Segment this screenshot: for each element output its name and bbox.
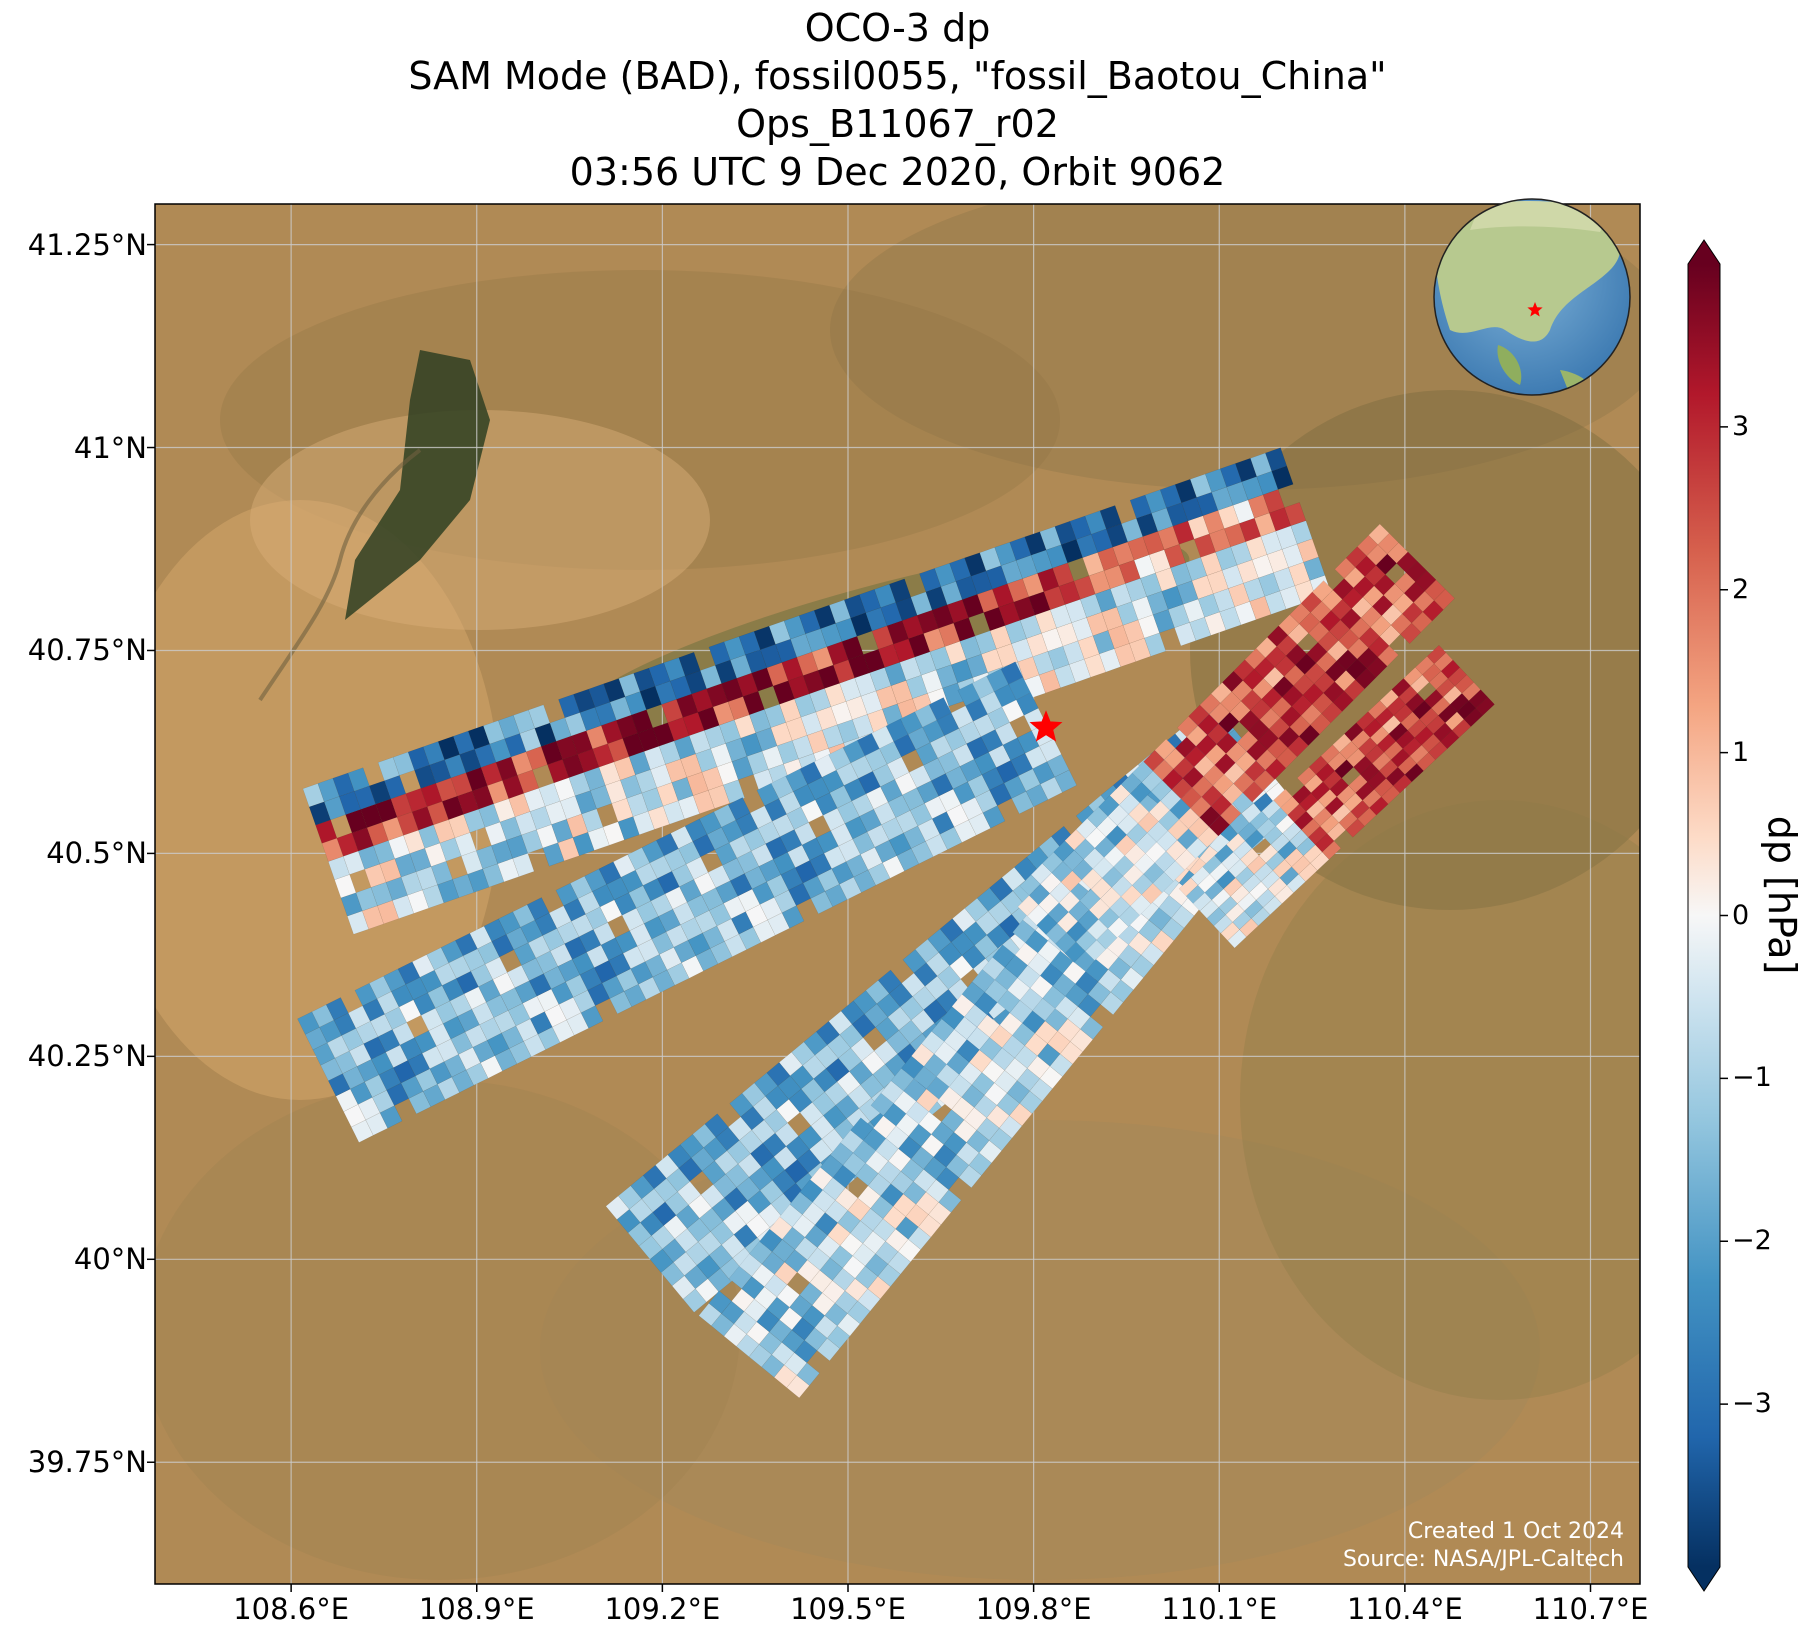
sounding-cell	[528, 704, 551, 729]
sounding-cell	[928, 697, 952, 721]
lon-tick-marks	[290, 1584, 1592, 1592]
sounding-cell	[850, 1117, 874, 1141]
title-line-2: SAM Mode (BAD), fossil0055, "fossil_Baot…	[408, 54, 1387, 98]
lat-label: 41°N	[73, 430, 147, 465]
sounding-swaths	[297, 447, 1495, 1399]
title-line-3: Ops_B11067_r02	[736, 102, 1059, 146]
swath-2	[297, 661, 1077, 1143]
sounding-cell	[1099, 505, 1122, 530]
title-line-4: 03:56 UTC 9 Dec 2020, Orbit 9062	[569, 150, 1226, 194]
sounding-cell	[1312, 580, 1334, 602]
colorbar-tick-label: −1	[1732, 1062, 1772, 1094]
swath-6	[1178, 644, 1495, 949]
colorbar-extend-max	[1688, 240, 1720, 264]
map-frame	[154, 203, 1641, 1585]
colorbar-tick-label: −2	[1732, 1225, 1772, 1257]
sounding-cell	[325, 997, 349, 1021]
lon-label: 110.1°E	[1161, 1592, 1278, 1626]
globe-landmass	[1434, 210, 1621, 342]
target-star-icon	[1029, 710, 1063, 742]
swath-1	[302, 447, 1332, 935]
globe-star-icon	[1527, 302, 1543, 317]
sounding-cell	[708, 1290, 732, 1314]
sounding-cell	[347, 767, 370, 792]
sounding-cell	[992, 944, 1016, 968]
credit-source: Source: NASA/JPL-Caltech	[1342, 1547, 1624, 1572]
sounding-cell	[678, 652, 701, 677]
lon-label: 108.6°E	[233, 1592, 350, 1626]
title-block: OCO-3 dp SAM Mode (BAD), fossil0055, "fo…	[155, 4, 1640, 196]
sounding-cell	[1284, 502, 1307, 527]
credit-created: Created 1 Oct 2024	[1407, 1519, 1624, 1544]
sounding-cell	[1368, 523, 1390, 545]
lon-label: 110.4°E	[1346, 1592, 1463, 1626]
lat-label: 40.5°N	[46, 836, 147, 871]
lat-label: 40.25°N	[27, 1039, 147, 1074]
lat-label: 41.25°N	[27, 227, 147, 262]
lon-label: 109.2°E	[604, 1592, 721, 1626]
lake-area	[345, 350, 490, 620]
lon-label: 110.7°E	[1532, 1592, 1649, 1626]
inset-globe	[1433, 198, 1631, 396]
colorbar-gradient	[1688, 264, 1720, 1567]
colorbar-tick-label: −3	[1732, 1388, 1772, 1420]
lat-tick-marks	[147, 243, 155, 1463]
sounding-cell	[889, 578, 912, 603]
sounding-cell	[1265, 447, 1288, 472]
lon-label: 109.8°E	[975, 1592, 1092, 1626]
colorbar-label: dp [hPa]	[1760, 815, 1804, 975]
sounding-cell	[727, 797, 751, 821]
swath-5	[1017, 523, 1455, 963]
lon-label: 108.9°E	[418, 1592, 535, 1626]
colorbar-extend-min	[1688, 1567, 1720, 1591]
colorbar-tick-label: 1	[1732, 736, 1750, 768]
sounding-cell	[1426, 644, 1447, 664]
lat-label: 40°N	[73, 1242, 147, 1277]
colorbar	[1687, 239, 1728, 1592]
colorbar-tick-label: 3	[1732, 410, 1750, 442]
colorbar-tick-label: 0	[1732, 899, 1750, 931]
lat-label: 39.75°N	[27, 1445, 147, 1480]
colorbar-tick-label: 2	[1732, 573, 1750, 605]
lat-label: 40.75°N	[27, 633, 147, 668]
sounding-cell	[1154, 738, 1176, 760]
sounding-cell	[877, 969, 902, 994]
sounding-cell	[704, 1113, 729, 1138]
sounding-cell	[526, 897, 550, 921]
sounding-cell	[1000, 661, 1024, 685]
lon-label: 109.5°E	[790, 1592, 906, 1626]
title-line-1: OCO-3 dp	[804, 6, 991, 50]
sounding-cell	[1273, 788, 1293, 808]
